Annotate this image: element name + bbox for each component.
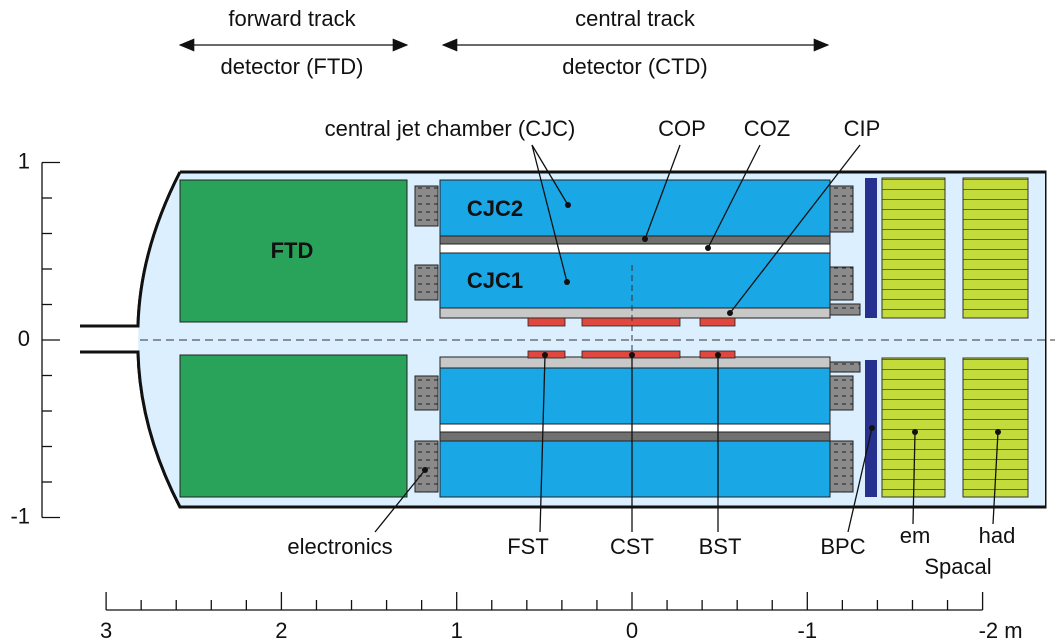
- cip: [439, 307, 831, 319]
- cjc1-label: CJC1: [467, 268, 523, 293]
- cjc2-label: CJC2: [467, 196, 523, 221]
- header: detector (FTD): [220, 54, 363, 79]
- x-tick-label: 2: [275, 618, 287, 643]
- cip: [439, 356, 831, 369]
- spacal-had: [962, 177, 1029, 319]
- bst-label: BST: [699, 534, 742, 559]
- coz-label: COZ: [744, 116, 790, 141]
- cop-label: COP: [658, 116, 706, 141]
- ftd: [179, 354, 408, 498]
- cjc2: [439, 440, 831, 498]
- bpc: [865, 178, 877, 318]
- spacal-em: [881, 177, 946, 319]
- cop: [439, 235, 831, 245]
- x-tick-label: 0: [626, 618, 638, 643]
- ftd: [179, 179, 408, 323]
- x-tick-label: -1: [798, 618, 818, 643]
- cjc1: [439, 252, 831, 309]
- had-label: had: [979, 523, 1016, 548]
- axes: 1 0 -1 3 2 1 0 -1 -2 m: [10, 148, 1022, 643]
- spacal-label: Spacal: [924, 554, 991, 579]
- header: detector (CTD): [562, 54, 707, 79]
- cjc-label: central jet chamber (CJC): [325, 116, 576, 141]
- y-tick-label: -1: [10, 503, 30, 528]
- x-tick-label: 3: [100, 618, 112, 643]
- y-tick-label: 1: [18, 148, 30, 173]
- bpc-label: BPC: [820, 534, 865, 559]
- ftd-label: FTD: [271, 238, 314, 263]
- coz: [439, 423, 831, 433]
- cop: [439, 431, 831, 442]
- y-tick-label: 0: [18, 326, 30, 351]
- coz: [439, 243, 831, 254]
- header: forward track: [228, 6, 356, 31]
- leader-lines: [374, 144, 1001, 533]
- cst-label: CST: [610, 534, 654, 559]
- fst-label: FST: [507, 534, 549, 559]
- cjc1: [439, 367, 831, 425]
- cip-label: CIP: [844, 116, 881, 141]
- cjc2: [439, 179, 831, 237]
- header: central track: [575, 6, 696, 31]
- x-tick-label: 1: [451, 618, 463, 643]
- electronics-label: electronics: [287, 534, 392, 559]
- x-tick-label: -2 m: [979, 618, 1023, 643]
- electronics-boxes: [414, 185, 861, 493]
- outer-shell: [80, 170, 1045, 509]
- em-label: em: [900, 523, 931, 548]
